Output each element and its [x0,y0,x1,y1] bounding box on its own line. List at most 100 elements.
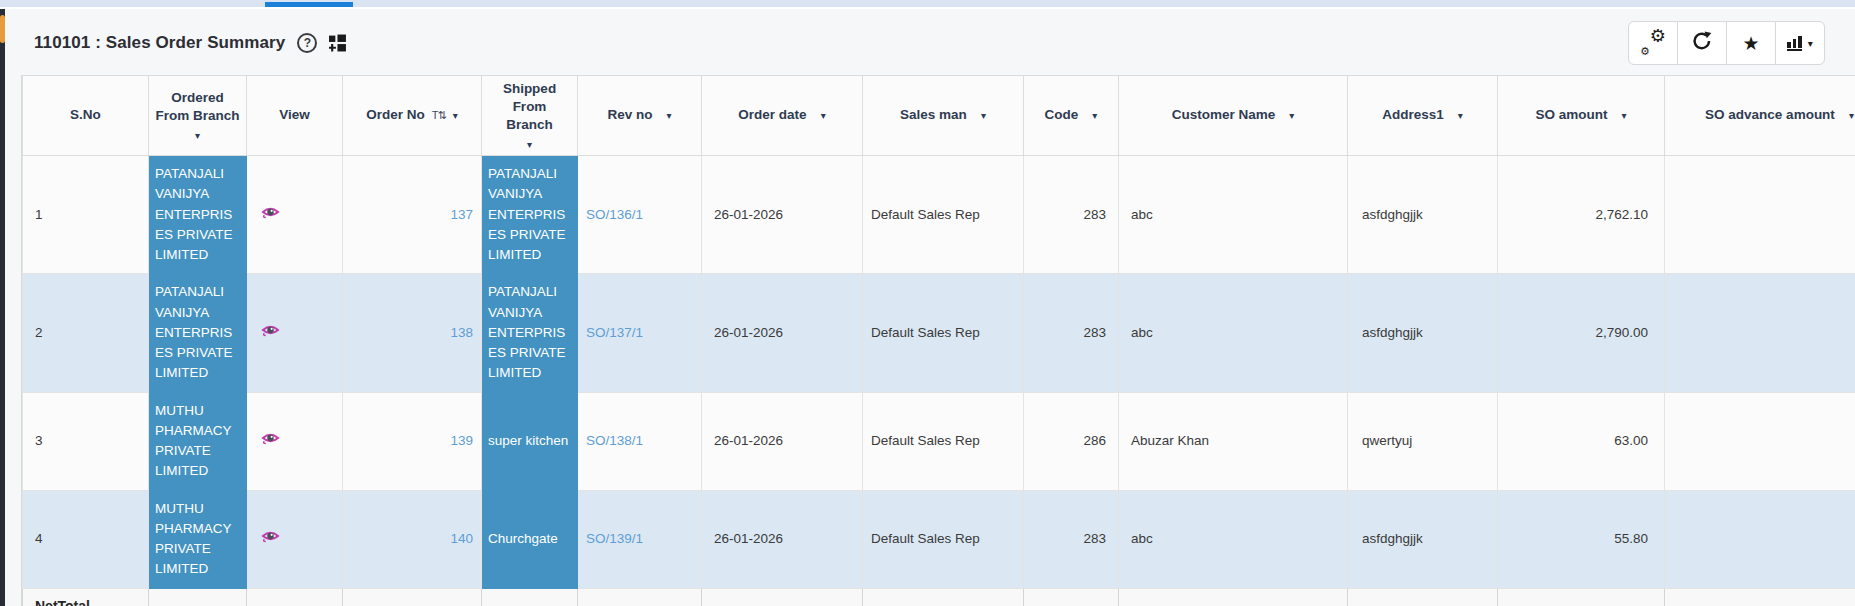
favorite-button[interactable]: ★ [1726,21,1776,65]
refresh-icon [1691,30,1713,56]
column-header[interactable]: Ordered From Branch T⇅ ▾ [149,76,247,156]
column-header[interactable]: S.No T⇅ ▾ [23,76,149,156]
net-total-empty-cell [247,588,343,606]
cell-sales-man: Default Sales Rep [863,156,1024,274]
rev-no-link[interactable]: SO/137/1 [586,325,643,340]
column-header[interactable]: Order No T⇅ ▾ [343,76,482,156]
top-strip [0,0,1855,9]
net-total-empty-cell [863,588,1024,606]
column-header[interactable]: Address1 T⇅ ▾ [1348,76,1498,156]
net-total-label: NetTotal [23,588,149,606]
net-total-row: NetTotal [23,588,1855,606]
settings-button[interactable]: ⚙ ⚙ [1628,21,1678,65]
active-tab-indicator [265,2,353,7]
order-no-link[interactable]: 137 [450,207,473,222]
column-header[interactable]: Sales man T⇅ ▾ [863,76,1024,156]
cell-so-amount: 55.80 [1498,490,1665,588]
text-sort-icon[interactable]: T⇅ [432,108,446,123]
cell-shipped-from-branch: super kitchen [482,392,578,490]
column-header[interactable]: Customer Name T⇅ ▾ [1119,76,1348,156]
rev-no-link[interactable]: SO/139/1 [586,531,643,546]
cell-so-amount: 2,790.00 [1498,274,1665,392]
sort-caret-icon[interactable]: ▾ [1458,109,1463,123]
cell-order-no: 138 [343,274,482,392]
cell-shipped-from-branch: PATANJALI VANIJYA ENTERPRISES PRIVATE LI… [482,274,578,392]
sort-caret-icon[interactable]: ▾ [981,109,986,123]
column-header[interactable]: SO amount T⇅ ▾ [1498,76,1665,156]
sidebar-handle[interactable] [0,15,5,43]
refresh-button[interactable] [1677,21,1727,65]
chevron-down-icon: ▾ [1808,38,1813,49]
cell-ordered-from-branch: PATANJALI VANIJYA ENTERPRISES PRIVATE LI… [149,274,247,392]
sort-caret-icon[interactable]: ▾ [527,138,532,152]
cell-address1: asfdghgjjk [1348,490,1498,588]
cell-sales-man: Default Sales Rep [863,392,1024,490]
column-header[interactable]: Order date T⇅ ▾ [702,76,863,156]
cell-rev-no: SO/139/1 [578,490,702,588]
sort-caret-icon[interactable]: ▾ [1092,109,1097,123]
cell-order-no: 137 [343,156,482,274]
column-header[interactable]: Rev no T⇅ ▾ [578,76,702,156]
view-eye-icon[interactable] [261,204,280,220]
cell-code: 283 [1024,490,1119,588]
cell-customer-name: abc [1119,274,1348,392]
cell-address1: asfdghgjjk [1348,274,1498,392]
sort-caret-icon[interactable]: ▾ [453,109,458,123]
cell-code: 286 [1024,392,1119,490]
net-total-empty-cell [1024,588,1119,606]
collapsed-sidebar [0,9,5,606]
cell-order-no: 139 [343,392,482,490]
sort-caret-icon[interactable]: ▾ [666,109,671,123]
sort-caret-icon[interactable]: ▾ [821,109,826,123]
cell-so-amount: 63.00 [1498,392,1665,490]
net-total-empty-cell [1498,588,1665,606]
net-total-empty-cell [149,588,247,606]
order-no-link[interactable]: 139 [450,433,473,448]
net-total-empty-cell [1665,588,1855,606]
cell-so-amount: 2,762.10 [1498,156,1665,274]
order-no-link[interactable]: 138 [450,325,473,340]
table-header-row: S.No T⇅ ▾ Ordered From Branch T⇅ ▾ View … [23,76,1855,156]
sort-caret-icon[interactable]: ▾ [1621,109,1626,123]
cell-sno: 4 [23,490,149,588]
cell-view [247,392,343,490]
net-total-empty-cell [343,588,482,606]
cell-rev-no: SO/136/1 [578,156,702,274]
table-row: 2 PATANJALI VANIJYA ENTERPRISES PRIVATE … [23,274,1855,392]
cell-order-date: 26-01-2026 [702,392,863,490]
cell-so-advance-amount [1665,274,1855,392]
page-header: 110101 : Sales Order Summary ? ⚙ ⚙ [8,9,1855,75]
sales-order-table: S.No T⇅ ▾ Ordered From Branch T⇅ ▾ View … [22,75,1855,606]
column-header[interactable]: Code T⇅ ▾ [1024,76,1119,156]
cell-shipped-from-branch: PATANJALI VANIJYA ENTERPRISES PRIVATE LI… [482,156,578,274]
view-eye-icon[interactable] [261,322,280,338]
rev-no-link[interactable]: SO/138/1 [586,433,643,448]
cell-view [247,156,343,274]
rev-no-link[interactable]: SO/136/1 [586,207,643,222]
cell-sales-man: Default Sales Rep [863,274,1024,392]
star-icon: ★ [1742,32,1759,54]
grid-add-icon[interactable] [329,34,347,52]
cell-order-date: 26-01-2026 [702,490,863,588]
table-row: 1 PATANJALI VANIJYA ENTERPRISES PRIVATE … [23,156,1855,274]
column-header[interactable]: View T⇅ ▾ [247,76,343,156]
sort-caret-icon[interactable]: ▾ [195,129,200,143]
cell-view [247,274,343,392]
cell-code: 283 [1024,274,1119,392]
view-eye-icon[interactable] [261,528,280,544]
column-header[interactable]: Shipped From Branch T⇅ ▾ [482,76,578,156]
sort-caret-icon[interactable]: ▾ [1289,109,1294,123]
cell-order-date: 26-01-2026 [702,274,863,392]
cell-code: 283 [1024,156,1119,274]
help-icon[interactable]: ? [297,33,317,53]
net-total-empty-cell [702,588,863,606]
bar-chart-icon [1787,36,1802,51]
view-eye-icon[interactable] [261,430,280,446]
cell-view [247,490,343,588]
cell-customer-name: Abuzar Khan [1119,392,1348,490]
sort-caret-icon[interactable]: ▾ [1849,109,1854,123]
order-no-link[interactable]: 140 [450,531,473,546]
column-header[interactable]: SO advance amount T⇅ ▾ [1665,76,1855,156]
chart-view-button[interactable]: ▾ [1775,21,1825,65]
cell-address1: asfdghgjjk [1348,156,1498,274]
